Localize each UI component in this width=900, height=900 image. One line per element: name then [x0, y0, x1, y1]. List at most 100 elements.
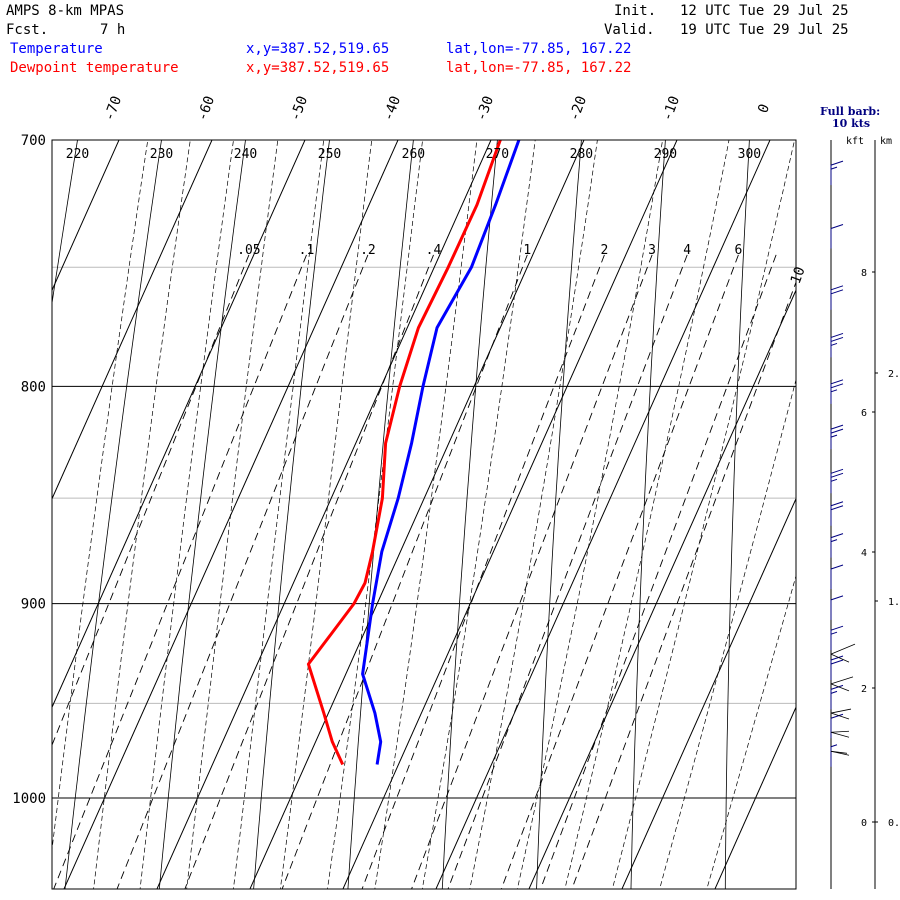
kft-tick-label: 6: [861, 408, 867, 419]
mixing-ratio-line: [500, 254, 739, 889]
moist-adiabat: [186, 140, 279, 889]
mixing-ratio-line: [53, 254, 307, 889]
wind-barb-low: [830, 730, 850, 733]
mixing-ratio-line: [281, 254, 528, 889]
wind-barb-low: [830, 683, 850, 692]
moist-adiabat: [421, 140, 536, 889]
axis-labels: 700 800 900 1000 -70 -60 -50 -40 -30 -20 -10 0 10 220…: [12, 94, 808, 807]
km-tick-label: 0.: [888, 818, 900, 829]
profile-traces: [306, 140, 521, 766]
pressure-tick-label: 800: [21, 379, 46, 395]
isotherm-label: -70: [101, 94, 125, 123]
wind-barb: [830, 564, 844, 590]
wind-barb-low: [830, 731, 850, 738]
dry-adiabat-label: 250: [318, 147, 341, 162]
temperature-trace: [361, 140, 521, 765]
dry-adiabat: [52, 140, 78, 306]
moist-adiabat: [280, 140, 373, 889]
wind-barb-low: [830, 643, 856, 655]
wind-barb: [830, 595, 844, 620]
wind-barb-low: [830, 653, 850, 663]
isotherm-line: [63, 140, 399, 889]
dry-adiabat-label: 300: [738, 147, 761, 162]
valid-label: Valid.: [604, 22, 655, 38]
init-label: Init.: [614, 3, 657, 19]
dry-adiabat: [64, 140, 162, 889]
wind-barb: [830, 468, 844, 494]
dry-adiabat-label: 220: [66, 147, 89, 162]
isotherm-line: [342, 140, 678, 889]
wind-barb: [830, 224, 844, 249]
dry-adiabat-label: 280: [570, 147, 593, 162]
forecast-value: 7 h: [100, 22, 126, 38]
wind-barb: [830, 713, 844, 739]
wind-profile-column: 8 6 4 2 0 2. 1. 0.: [830, 140, 900, 889]
mixing-ratio-label: 6: [734, 243, 742, 258]
dewpoint-legend-name: Dewpoint temperature: [10, 60, 179, 76]
kft-tick-label: 8: [861, 268, 867, 279]
dry-adiabat: [158, 140, 246, 889]
mixing-ratio-line: [411, 254, 653, 889]
wind-barb-low: [830, 708, 852, 714]
moist-adiabat: [93, 140, 191, 889]
dry-adiabat: [0, 0, 23, 900]
dewpoint-legend-xy: x,y=387.52,519.65: [246, 60, 390, 76]
dry-adiabat: [253, 140, 330, 889]
kft-tick-label: 2: [861, 684, 867, 695]
moist-adiabat: [233, 140, 325, 889]
isotherm-label: 0: [755, 102, 773, 115]
isotherm-line: [52, 140, 120, 292]
mixing-ratio-label: .4: [426, 243, 442, 258]
forecast-label: Fcst.: [6, 22, 49, 38]
moist-adiabat: [517, 140, 663, 889]
dry-adiabat-label: 240: [234, 147, 257, 162]
mixing-ratio-label: .2: [360, 243, 376, 258]
wind-barb: [830, 533, 844, 558]
valid-value: 19 UTC Tue 29 Jul 25: [680, 22, 849, 38]
mixing-ratio-line: [184, 254, 434, 889]
isotherm-label: -40: [380, 94, 404, 123]
wind-barb: [830, 285, 844, 310]
kft-tick-label: 0: [861, 818, 867, 829]
wind-barb: [830, 379, 844, 404]
dry-adiabat: [819, 0, 841, 900]
wind-barb: [830, 744, 838, 767]
wind-barb: [830, 332, 844, 358]
dry-adiabat: [347, 140, 414, 889]
isotherm-line: [249, 140, 585, 889]
km-tick-label: 2.: [888, 369, 900, 380]
isotherm-line: [52, 140, 213, 500]
mixing-ratio-line: [361, 254, 605, 889]
wind-barb: [830, 424, 844, 450]
mixing-ratio-line: [540, 254, 777, 889]
wind-barb-low: [830, 712, 850, 720]
wind-barb: [830, 625, 844, 651]
moist-adiabat: [139, 140, 234, 889]
isotherm-line: [528, 288, 796, 889]
wind-barb: [830, 501, 844, 526]
mixing-ratio-label: 3: [648, 243, 656, 258]
temperature-legend-name: Temperature: [10, 41, 103, 57]
mixing-ratio-label: 4: [683, 243, 691, 258]
moist-adiabat: [327, 140, 423, 889]
wind-barb: [830, 684, 844, 710]
mixing-ratio-line: [447, 254, 688, 889]
isotherm-label: -10: [659, 94, 683, 123]
kft-tick-label: 4: [861, 548, 867, 559]
pressure-tick-label: 1000: [12, 791, 46, 807]
moist-adiabat: [374, 140, 478, 889]
moist-adiabat: [611, 140, 795, 889]
mixing-ratio-label: .05: [237, 243, 260, 258]
wind-barb-low: [830, 750, 850, 756]
mixing-ratio-label: 2: [600, 243, 608, 258]
moist-adiabat: [659, 378, 796, 889]
isotherm-label: -50: [287, 94, 311, 123]
isotherm-line: [435, 140, 771, 889]
pressure-tick-label: 900: [21, 597, 46, 613]
km-axis-label: km: [880, 136, 893, 147]
temperature-legend-xy: x,y=387.52,519.65: [246, 41, 390, 57]
isotherm-label: -60: [194, 94, 218, 123]
km-tick-label: 1.: [888, 597, 900, 608]
